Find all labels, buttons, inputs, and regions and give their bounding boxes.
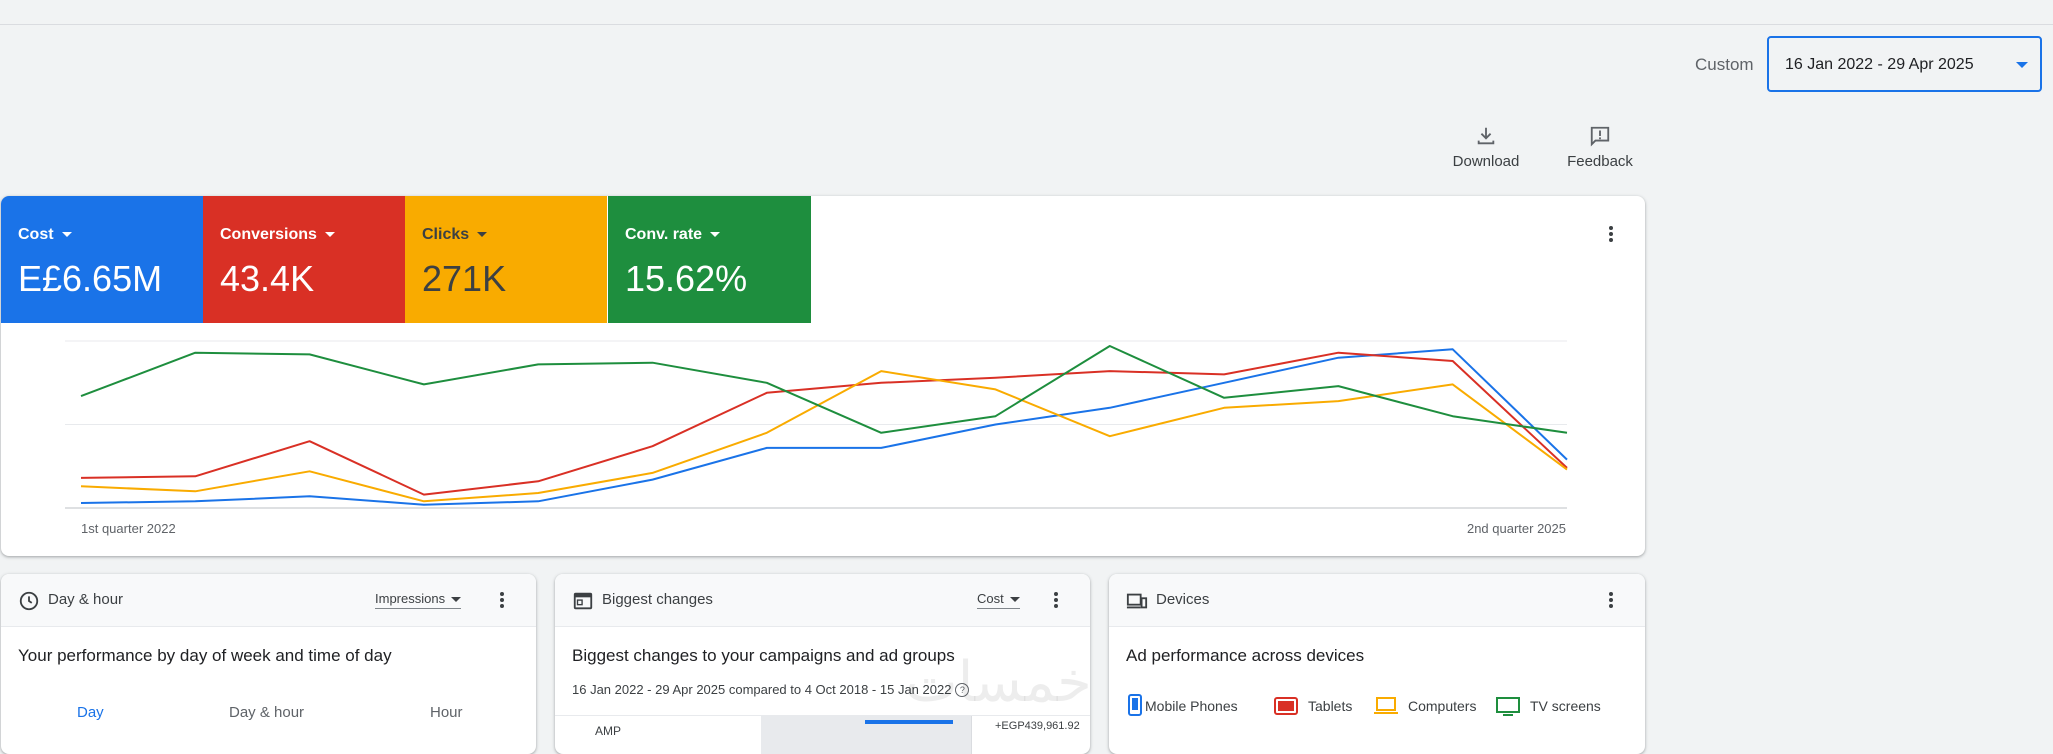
series-line-cost — [80, 348, 1568, 506]
feedback-label: Feedback — [1567, 153, 1633, 170]
metric-clicks-value: 271K — [422, 258, 507, 299]
feedback-button[interactable]: Feedback — [1560, 125, 1640, 170]
legend-label: Computers — [1408, 698, 1477, 714]
download-button[interactable]: Download — [1446, 125, 1526, 170]
metric-conversions-value: 43.4K — [220, 258, 315, 299]
day-hour-card: Day & hour Impressions Your performance … — [1, 574, 536, 754]
caret-down-icon — [451, 597, 462, 603]
tablet-icon — [1274, 697, 1298, 715]
metric-conversions-label: Conversions — [220, 226, 317, 243]
dropdown-label: Impressions — [375, 591, 446, 606]
dropdown-label: Cost — [977, 591, 1004, 606]
devices-card: Devices Ad performance across devices Mo… — [1109, 574, 1645, 754]
legend-label: Tablets — [1308, 698, 1353, 714]
laptop-icon — [1374, 697, 1398, 714]
metric-conv-rate-label: Conv. rate — [625, 226, 703, 243]
card-title: Biggest changes — [602, 591, 713, 608]
more-options-icon[interactable] — [1046, 590, 1066, 610]
more-options-icon[interactable] — [1601, 590, 1621, 610]
more-options-icon[interactable] — [1601, 224, 1621, 244]
card-subtitle: Ad performance across devices — [1126, 646, 1365, 665]
mobile-phone-icon — [1128, 694, 1142, 716]
tab-hour[interactable]: Hour — [430, 704, 463, 721]
card-subtitle: Biggest changes to your campaigns and ad… — [572, 646, 955, 665]
legend-label: Mobile Phones — [1145, 698, 1238, 714]
schedule-icon — [19, 591, 39, 611]
caret-down-icon — [324, 232, 335, 238]
card-header: Day & hour Impressions — [1, 574, 536, 627]
performance-card: Cost E£6.65M Conversions 43.4K Clicks 27… — [1, 196, 1645, 556]
card-subtitle: Your performance by day of week and time… — [18, 646, 392, 665]
x-axis-start-label: 1st quarter 2022 — [81, 521, 176, 536]
metric-clicks-label: Clicks — [422, 226, 470, 243]
change-bar — [865, 720, 953, 724]
chevron-down-icon — [2016, 62, 2028, 68]
caret-down-icon — [1009, 597, 1020, 603]
download-icon — [1477, 127, 1495, 145]
date-range-select[interactable]: 16 Jan 2022 - 29 Apr 2025 — [1767, 36, 2042, 92]
watermark-logo: خمسات — [905, 650, 1092, 715]
series-line-conversions — [80, 351, 1568, 496]
legend-label: TV screens — [1530, 698, 1601, 714]
biggest-changes-card: Biggest changes Cost Biggest changes to … — [555, 574, 1090, 754]
tab-day[interactable]: Day — [77, 704, 104, 721]
table-row[interactable]: AMP +EGP439,961.92 — [555, 715, 1090, 754]
x-axis-end-label: 2nd quarter 2025 — [1466, 521, 1566, 536]
card-title: Day & hour — [48, 591, 124, 608]
campaign-name: AMP — [595, 724, 622, 738]
download-label: Download — [1452, 153, 1520, 170]
metric-conversions[interactable]: Conversions 43.4K — [203, 196, 405, 323]
metric-cost[interactable]: Cost E£6.65M — [1, 196, 203, 323]
metric-conv-rate-value: 15.62% — [625, 258, 748, 299]
feedback-icon — [1590, 126, 1610, 147]
metric-clicks[interactable]: Clicks 271K — [405, 196, 607, 323]
series-line-conv-rate — [80, 345, 1568, 434]
metric-dropdown[interactable]: Cost — [977, 591, 1020, 609]
performance-line-chart — [65, 340, 1568, 509]
caret-down-icon — [710, 232, 721, 238]
more-options-icon[interactable] — [492, 590, 512, 610]
card-header: Devices — [1109, 574, 1645, 627]
devices-icon — [1126, 593, 1148, 609]
metric-cost-label: Cost — [18, 226, 54, 243]
metric-dropdown[interactable]: Impressions — [375, 591, 462, 609]
caret-down-icon — [477, 232, 488, 238]
tab-day-hour[interactable]: Day & hour — [229, 704, 305, 721]
tv-icon — [1496, 697, 1520, 716]
metric-cost-value: E£6.65M — [18, 258, 163, 299]
date-range-mode-label: Custom — [1695, 55, 1754, 74]
web-window-icon — [573, 592, 593, 610]
top-divider — [0, 24, 2053, 25]
change-value: +EGP439,961.92 — [995, 720, 1080, 732]
card-header: Biggest changes Cost — [555, 574, 1090, 627]
comparison-dates: 16 Jan 2022 - 29 Apr 2025 compared to 4 … — [572, 682, 952, 697]
card-title: Devices — [1156, 591, 1210, 608]
metric-conv-rate[interactable]: Conv. rate 15.62% — [608, 196, 811, 323]
series-line-clicks — [80, 370, 1568, 503]
help-icon[interactable]: ? — [955, 683, 970, 697]
date-range-value: 16 Jan 2022 - 29 Apr 2025 — [1785, 56, 1974, 73]
caret-down-icon — [61, 232, 72, 238]
